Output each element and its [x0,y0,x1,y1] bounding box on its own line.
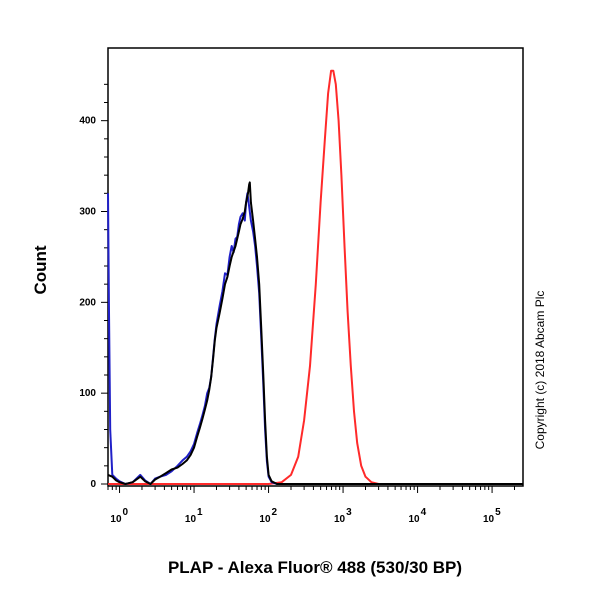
x-tick-label-base: 10 [259,514,271,525]
x-tick-label-exponent: 0 [123,507,129,518]
x-tick-label-base: 10 [483,514,495,525]
x-tick-label-base: 10 [185,514,197,525]
copyright-text: Copyright (c) 2018 Abcam Plc [533,291,547,450]
x-tick-label-exponent: 5 [495,507,501,518]
plot-frame [107,47,524,487]
x-tick-label-base: 10 [110,514,122,525]
series-layer [107,69,523,485]
x-axis-title: PLAP - Alexa Fluor® 488 (530/30 BP) [168,558,462,577]
series-line-2 [107,192,523,485]
series-line-1 [108,69,523,485]
x-tick-label-exponent: 3 [346,507,352,518]
y-axis-title: Count [31,245,50,294]
y-tick-label: 100 [79,388,96,399]
x-tick-label-exponent: 1 [197,507,203,518]
x-tick-label-base: 10 [408,514,420,525]
x-tick-label-exponent: 2 [272,507,278,518]
series-line-3 [107,181,523,485]
y-tick-label: 0 [90,479,96,490]
y-tick-label: 200 [79,297,96,308]
y-tick-label: 300 [79,207,96,218]
y-tick-label: 400 [79,116,96,127]
x-tick-label-exponent: 4 [421,507,427,518]
x-tick-label-base: 10 [334,514,346,525]
y-axis: 0 100 200 300 400 [79,83,108,490]
